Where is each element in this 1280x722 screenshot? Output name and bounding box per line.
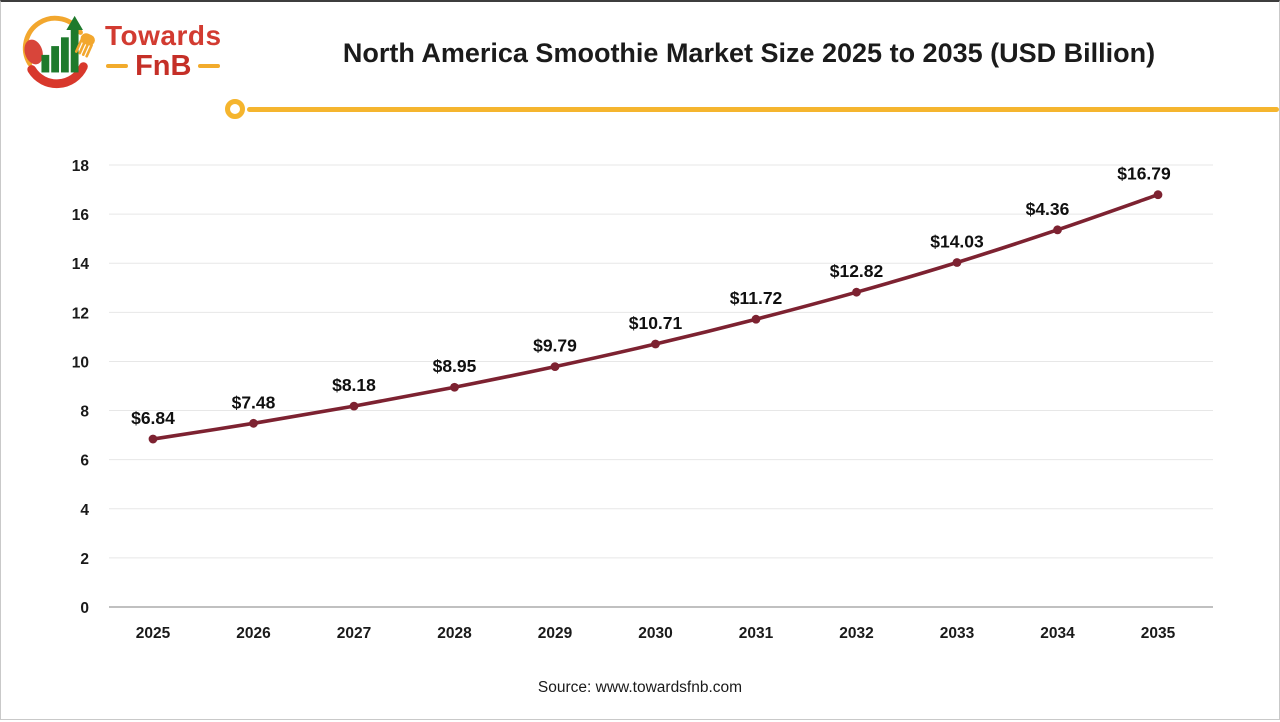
data-point-marker	[148, 434, 158, 444]
spoon-icon	[24, 39, 43, 65]
divider-line	[247, 107, 1279, 112]
data-point-label: $12.82	[830, 261, 884, 281]
data-point-label: $14.03	[930, 231, 984, 251]
y-axis-tick-label: 8	[80, 404, 89, 421]
data-point-marker	[952, 258, 962, 267]
logo-arc-bottom	[27, 62, 88, 89]
logo-wordmark: Towards FnB	[105, 19, 222, 82]
brand-towards-text: Towards	[105, 19, 222, 51]
towardsfnb-logo: Towards FnB	[19, 8, 222, 92]
x-axis-tick-label: 2030	[638, 625, 672, 642]
brand-dash-left	[106, 63, 129, 68]
growth-bars-arrow-icon	[41, 15, 83, 73]
y-axis-tick-label: 14	[72, 256, 90, 273]
data-point-label: $6.84	[131, 408, 175, 428]
x-axis-tick-label: 2034	[1040, 625, 1075, 642]
logo-emblem-icon	[22, 15, 95, 89]
y-axis-tick-label: 2	[80, 551, 89, 568]
data-point-marker	[1053, 225, 1062, 235]
brand-fnb-text: FnB	[135, 49, 192, 82]
data-point-marker	[349, 401, 359, 411]
data-point-label: $8.18	[332, 375, 376, 395]
x-axis-tick-label: 2027	[337, 625, 371, 642]
data-point-label: $9.79	[533, 336, 577, 356]
data-point-label: $11.72	[730, 288, 783, 308]
x-axis-tick-label: 2031	[739, 625, 774, 642]
x-axis-tick-label: 2025	[136, 625, 171, 642]
data-point-label: $4.36	[1026, 199, 1070, 219]
x-axis-tick-label: 2035	[1141, 625, 1176, 642]
fork-icon	[74, 33, 95, 58]
y-axis-tick-label: 18	[72, 158, 90, 175]
x-axis-tick-label: 2026	[236, 625, 271, 642]
y-axis-tick-label: 12	[72, 305, 89, 322]
data-point-marker	[1153, 190, 1163, 200]
data-point-label: $16.79	[1117, 164, 1171, 184]
data-point-label: $10.71	[629, 313, 683, 333]
data-point-marker	[450, 382, 459, 392]
data-point-label: $8.95	[433, 356, 477, 376]
source-note: Source: www.towardsfnb.com	[537, 679, 743, 696]
x-axis-tick-label: 2028	[437, 625, 472, 642]
page-title: North America Smoothie Market Size 2025 …	[342, 38, 1156, 68]
data-point-marker	[852, 287, 861, 297]
x-axis-tick-label: 2029	[538, 625, 573, 642]
x-axis-tick-label: 2033	[940, 625, 975, 642]
y-axis-tick-label: 0	[80, 600, 89, 617]
data-point-label: $7.48	[232, 392, 276, 412]
y-axis-tick-label: 6	[80, 453, 89, 470]
y-axis-tick-label: 10	[72, 354, 89, 371]
divider-ring-icon	[225, 99, 245, 119]
y-axis-tick-label: 16	[72, 207, 90, 224]
data-point-marker	[651, 339, 660, 349]
x-axis-tick-label: 2032	[839, 625, 873, 642]
data-point-marker	[550, 362, 560, 372]
data-point-marker	[249, 418, 258, 428]
brand-dash-right	[198, 63, 221, 68]
y-axis-tick-label: 4	[80, 502, 89, 519]
data-point-marker	[751, 314, 761, 324]
